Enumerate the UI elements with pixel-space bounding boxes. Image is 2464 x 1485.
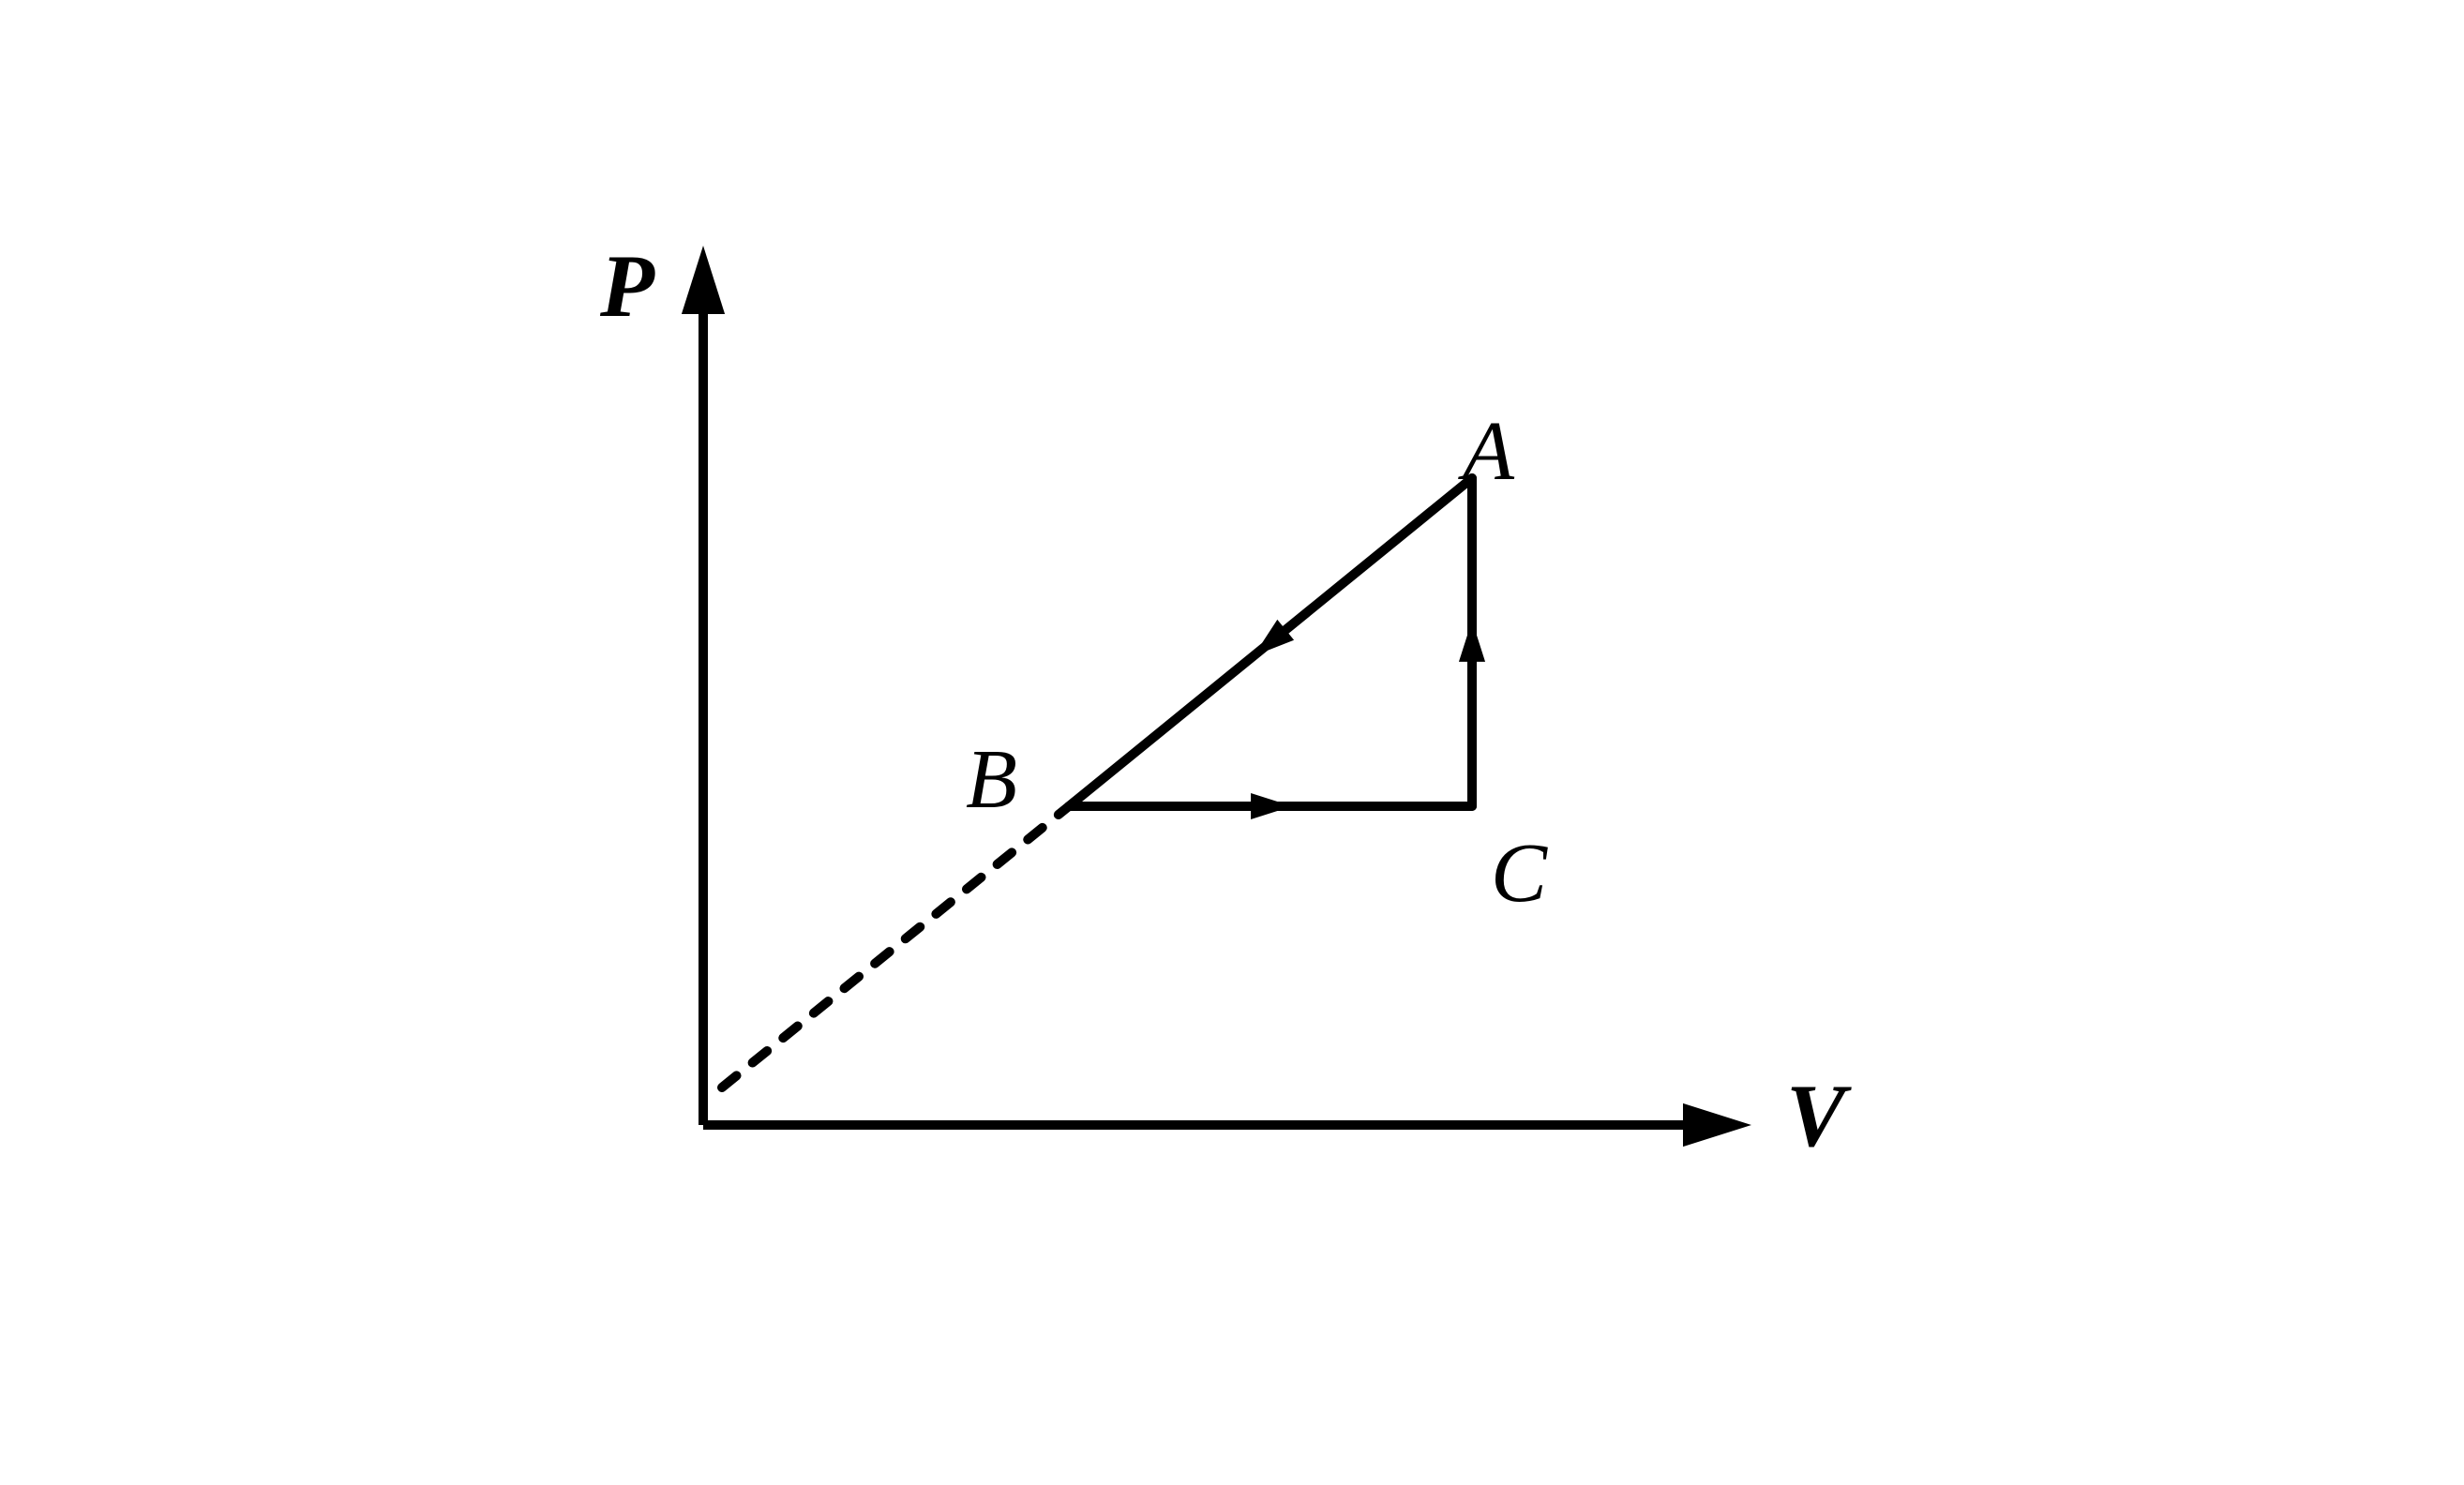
point-label-b: B	[966, 731, 1017, 828]
x-axis-label: V	[1786, 1064, 1845, 1167]
y-axis-label: P	[600, 234, 654, 338]
pv-diagram: P V A B C	[609, 188, 1922, 1312]
diagram-svg	[609, 188, 1922, 1312]
cycle-edges	[1069, 478, 1485, 819]
dashed-construction-line	[722, 806, 1069, 1088]
point-label-c: C	[1491, 825, 1547, 922]
point-label-a: A	[1463, 403, 1514, 500]
axes	[682, 246, 1751, 1147]
